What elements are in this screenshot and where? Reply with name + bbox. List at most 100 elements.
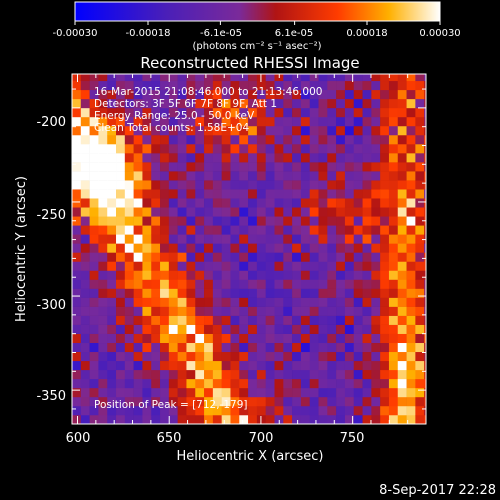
heatmap-cell (168, 116, 178, 127)
heatmap-cell (318, 171, 328, 181)
heatmap-cell (336, 414, 346, 424)
heatmap-cell (388, 360, 399, 371)
heatmap-cell (388, 396, 399, 407)
heatmap-cell (212, 107, 222, 118)
heatmap-cell (397, 360, 407, 371)
heatmap-cell (116, 144, 126, 154)
heatmap-cell (371, 207, 381, 217)
heatmap-cell (107, 153, 117, 163)
heatmap-cell (248, 162, 258, 172)
heatmap-cell (212, 144, 222, 154)
heatmap-cell (371, 98, 381, 109)
heatmap-cell (133, 351, 143, 362)
heatmap-cell (89, 288, 99, 298)
heatmap-cell (256, 261, 266, 271)
heatmap-cell (371, 270, 381, 280)
heatmap-cell (344, 405, 355, 416)
heatmap-cell (80, 180, 90, 190)
heatmap-cell (186, 333, 196, 344)
heatmap-cell (116, 80, 126, 91)
heatmap-cell (256, 207, 266, 217)
heatmap-cell (98, 297, 108, 307)
heatmap-cell (98, 134, 108, 145)
heatmap-cell (212, 189, 222, 199)
heatmap-cell (212, 342, 222, 353)
heatmap-cell (256, 243, 266, 253)
heatmap-cell (195, 180, 205, 190)
heatmap-cell (327, 74, 337, 82)
heatmap-cell (336, 144, 346, 154)
heatmap-cell (72, 98, 82, 109)
colorbar-tick-label-4: 0.00018 (346, 28, 387, 39)
heatmap-cell (353, 153, 363, 163)
heatmap-cell (274, 315, 284, 325)
heatmap-cell (151, 144, 161, 154)
heatmap-cell (318, 207, 328, 217)
heatmap-cell (72, 333, 82, 344)
heatmap-cell (151, 225, 161, 235)
heatmap-cell (353, 189, 363, 199)
heatmap-cell (327, 134, 337, 145)
x-tick-label-1: 650 (157, 431, 182, 446)
heatmap-cell (80, 207, 90, 217)
heatmap-cell (98, 225, 108, 235)
heatmap-cell (327, 180, 337, 190)
heatmap-cell (239, 378, 249, 389)
heatmap-cell (318, 225, 328, 235)
heatmap-cell (415, 378, 425, 389)
heatmap-cell (230, 414, 240, 424)
heatmap-cell (353, 342, 363, 353)
heatmap-cell (283, 279, 293, 289)
heatmap-cell (239, 297, 249, 307)
heatmap-cell (318, 333, 328, 344)
heatmap-cell (142, 261, 152, 271)
heatmap-cell (195, 288, 205, 298)
heatmap-cell (72, 243, 82, 253)
heatmap-cell (212, 279, 222, 289)
heatmap-cell (274, 270, 284, 280)
heatmap-cell (239, 360, 249, 371)
heatmap-cell (265, 125, 275, 136)
heatmap-cell (239, 261, 249, 271)
heatmap-cell (265, 98, 275, 109)
heatmap-cell (177, 80, 187, 91)
heatmap-cell (362, 288, 372, 298)
heatmap-cell (318, 198, 328, 208)
heatmap-cell (230, 351, 240, 362)
heatmap-cell (107, 116, 117, 127)
heatmap-cell (406, 315, 416, 325)
heatmap-cell (388, 378, 399, 389)
heatmap-cell (230, 74, 240, 82)
heatmap-cell (397, 243, 407, 253)
heatmap-cell (195, 189, 205, 199)
heatmap-cell (415, 98, 425, 109)
heatmap-cell (142, 306, 152, 316)
heatmap-cell (274, 125, 284, 136)
heatmap-cell (371, 333, 381, 344)
heatmap-cell (230, 207, 240, 217)
heatmap-cell (265, 387, 275, 398)
heatmap-cell (388, 134, 399, 145)
heatmap-cell (133, 189, 143, 199)
heatmap-cell (362, 89, 372, 100)
heatmap-cell (327, 162, 337, 172)
heatmap-cell (80, 369, 90, 380)
heatmap-cell (116, 207, 126, 217)
heatmap-cell (142, 134, 152, 145)
heatmap-cell (186, 279, 196, 289)
heatmap-cell (424, 297, 426, 307)
heatmap-cell (212, 234, 222, 244)
heatmap-cell (116, 252, 126, 262)
heatmap-cell (89, 243, 99, 253)
heatmap-cell (397, 207, 407, 217)
heatmap-cell (318, 125, 328, 136)
heatmap-cell (89, 171, 99, 181)
heatmap-cell (142, 288, 152, 298)
heatmap-cell (353, 216, 363, 226)
heatmap-cell (292, 270, 302, 280)
heatmap-cell (124, 261, 134, 271)
heatmap-cell (124, 89, 134, 100)
heatmap-cell (292, 279, 302, 289)
heatmap-cell (177, 144, 187, 154)
heatmap-cell (292, 198, 302, 208)
